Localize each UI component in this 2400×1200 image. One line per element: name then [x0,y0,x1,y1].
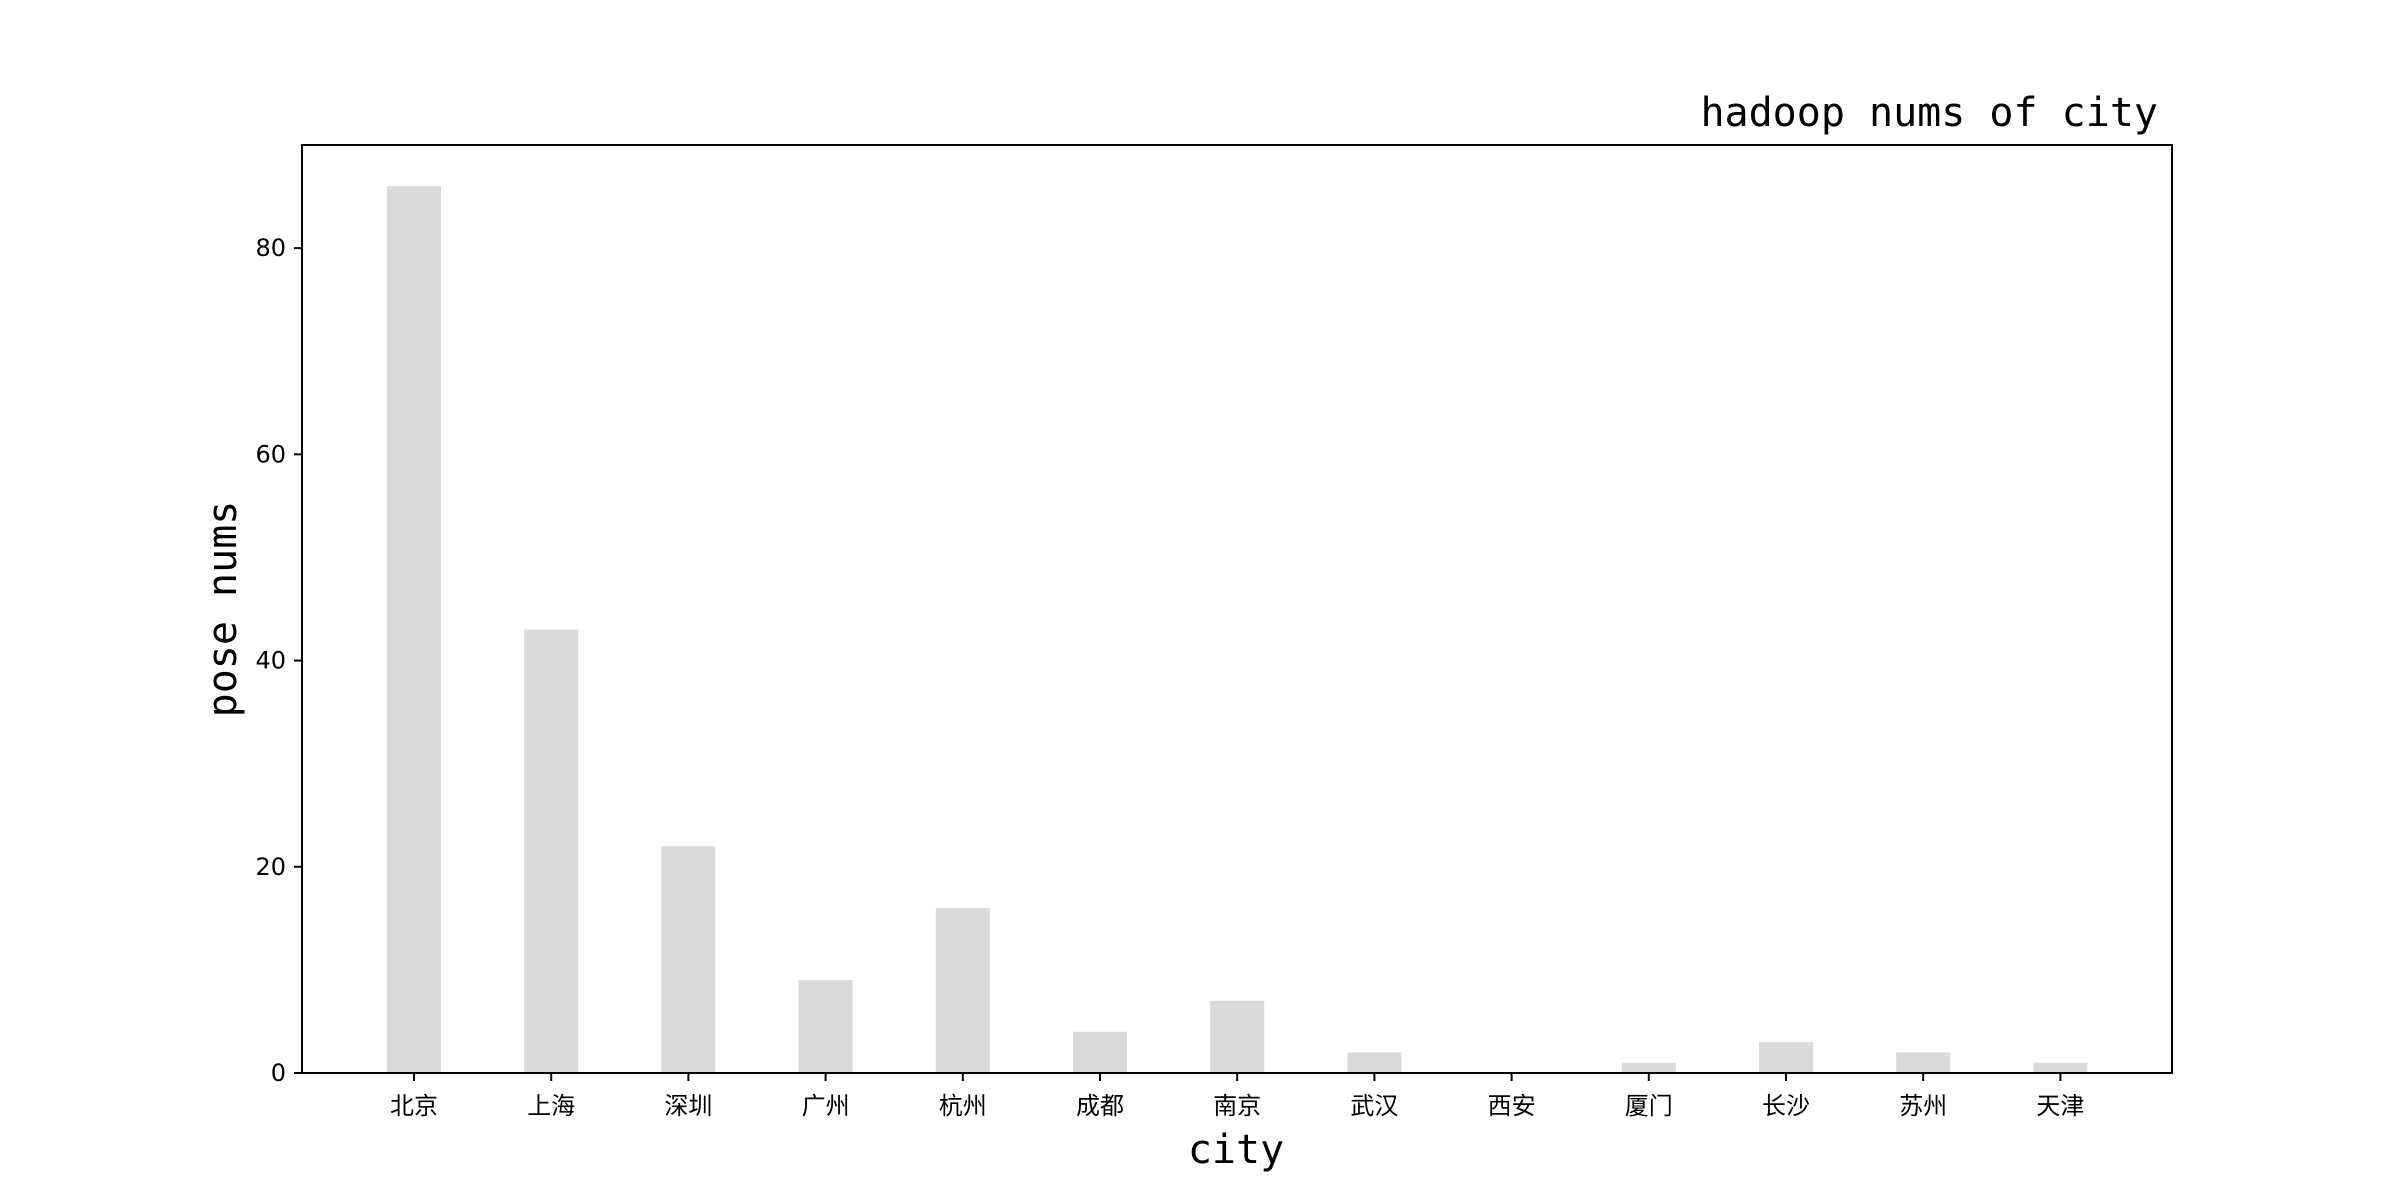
bar-3 [661,846,716,1073]
plot-frame [301,144,2173,1074]
x-tick-label: 深圳 [664,1092,712,1120]
bar-13 [2033,1062,2088,1073]
x-axis: 北京 上海 深圳 广州 杭州 成都 南京 武汉 西安 厦门 长沙 苏州 天津 [390,1073,2084,1120]
x-tick-label: 西安 [1488,1092,1536,1120]
bar-1 [387,186,441,1073]
bar-5 [935,908,990,1073]
chart-title: hadoop nums of city [1700,90,2158,136]
bars [387,186,2088,1073]
bar-10 [1621,1062,1676,1073]
bar-7 [1210,1000,1265,1073]
x-tick-label: 武汉 [1350,1092,1398,1120]
bar-11 [1759,1042,1813,1073]
x-axis-label: city [1188,1127,1284,1173]
x-tick-label: 成都 [1076,1092,1124,1120]
x-tick-label: 苏州 [1899,1092,1947,1120]
x-tick-label: 南京 [1213,1092,1261,1120]
bar-8 [1347,1052,1402,1073]
bar-12 [1896,1052,1951,1073]
x-tick-label: 杭州 [939,1092,987,1120]
x-tick-label: 厦门 [1625,1092,1673,1120]
y-tick-label: 40 [255,647,286,675]
bar-6 [1073,1031,1127,1073]
y-tick-label: 80 [255,234,286,262]
bar-2 [524,629,579,1073]
y-tick-label: 20 [255,853,286,881]
y-axis: 0 20 40 60 80 [255,234,302,1087]
x-tick-label: 上海 [527,1092,575,1120]
x-tick-label: 北京 [390,1092,438,1120]
x-tick-label: 长沙 [1762,1092,1810,1120]
x-tick-label: 天津 [2036,1092,2084,1120]
y-axis-label: pose nums [200,501,246,718]
y-tick-label: 60 [255,440,286,468]
x-tick-label: 广州 [802,1092,850,1120]
bar-4 [798,980,853,1073]
y-tick-label: 0 [271,1059,286,1087]
